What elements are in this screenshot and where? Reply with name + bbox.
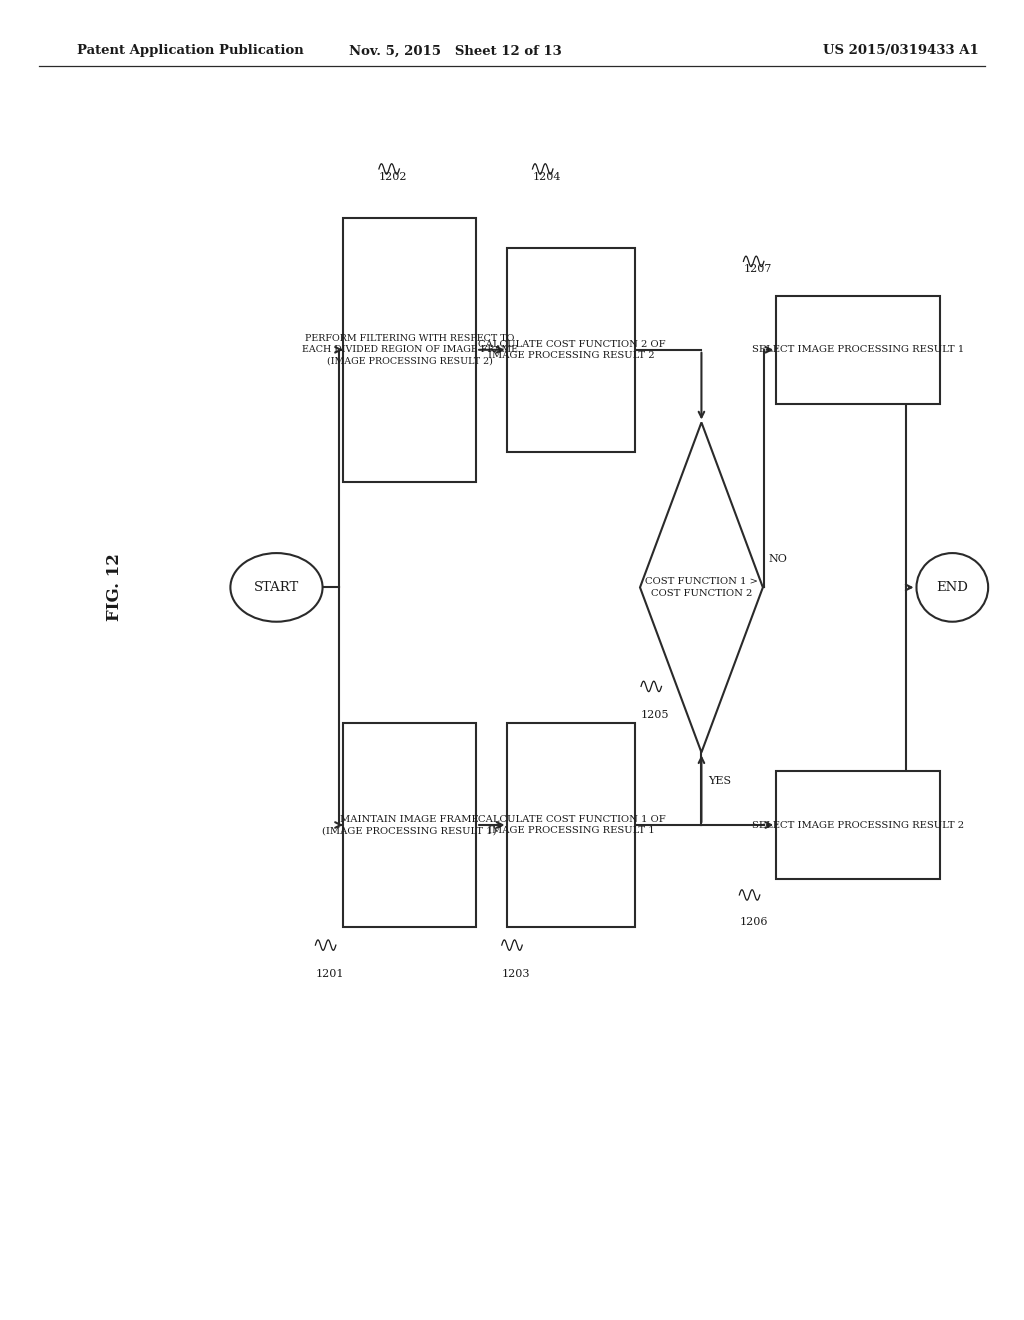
Text: SELECT IMAGE PROCESSING RESULT 1: SELECT IMAGE PROCESSING RESULT 1 bbox=[752, 346, 965, 354]
Text: NO: NO bbox=[768, 553, 786, 564]
Text: CALCULATE COST FUNCTION 1 OF
IMAGE PROCESSING RESULT 1: CALCULATE COST FUNCTION 1 OF IMAGE PROCE… bbox=[477, 814, 666, 836]
Bar bbox=[776, 296, 940, 404]
Text: COST FUNCTION 1 >
COST FUNCTION 2: COST FUNCTION 1 > COST FUNCTION 2 bbox=[645, 577, 758, 598]
Text: MAINTAIN IMAGE FRAME
(IMAGE PROCESSING RESULT 1): MAINTAIN IMAGE FRAME (IMAGE PROCESSING R… bbox=[323, 814, 497, 836]
Text: CALCULATE COST FUNCTION 2 OF
IMAGE PROCESSING RESULT 2: CALCULATE COST FUNCTION 2 OF IMAGE PROCE… bbox=[477, 339, 666, 360]
Text: END: END bbox=[936, 581, 969, 594]
Text: 1205: 1205 bbox=[641, 710, 670, 721]
Text: PERFORM FILTERING WITH RESPECT TO
EACH DIVIDED REGION OF IMAGE FRAME
(IMAGE PROC: PERFORM FILTERING WITH RESPECT TO EACH D… bbox=[302, 334, 517, 366]
Text: 1206: 1206 bbox=[739, 917, 768, 928]
Ellipse shape bbox=[916, 553, 988, 622]
Text: 1207: 1207 bbox=[743, 264, 772, 275]
Bar bbox=[776, 771, 940, 879]
Ellipse shape bbox=[230, 553, 323, 622]
Text: 1201: 1201 bbox=[315, 969, 344, 979]
Bar bbox=[343, 723, 476, 927]
Text: 1202: 1202 bbox=[379, 172, 408, 182]
Text: SELECT IMAGE PROCESSING RESULT 2: SELECT IMAGE PROCESSING RESULT 2 bbox=[752, 821, 965, 829]
Text: Nov. 5, 2015   Sheet 12 of 13: Nov. 5, 2015 Sheet 12 of 13 bbox=[349, 45, 562, 57]
Text: 1204: 1204 bbox=[532, 172, 561, 182]
Text: Patent Application Publication: Patent Application Publication bbox=[77, 45, 303, 57]
Polygon shape bbox=[640, 422, 763, 752]
Text: FIG. 12: FIG. 12 bbox=[106, 553, 123, 622]
Text: 1203: 1203 bbox=[502, 969, 530, 979]
Bar bbox=[343, 218, 476, 482]
Bar bbox=[508, 248, 635, 451]
Text: START: START bbox=[254, 581, 299, 594]
Text: US 2015/0319433 A1: US 2015/0319433 A1 bbox=[823, 45, 979, 57]
Text: YES: YES bbox=[709, 776, 732, 787]
Bar bbox=[508, 723, 635, 927]
